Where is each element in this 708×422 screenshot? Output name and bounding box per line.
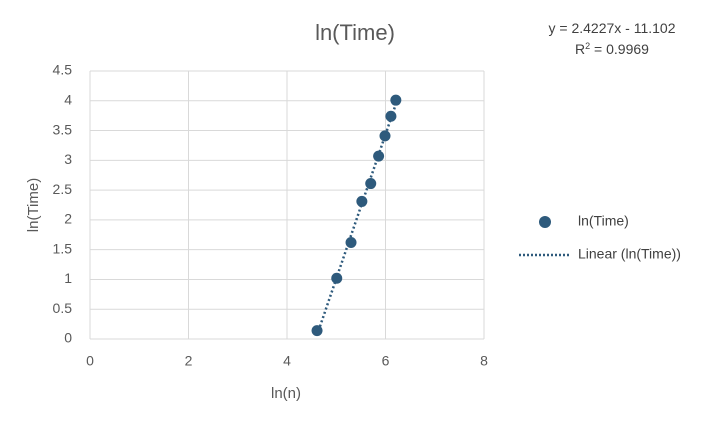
data-point	[379, 130, 391, 142]
data-point	[365, 178, 377, 190]
x-tick-label: 4	[283, 353, 291, 369]
data-point	[311, 325, 323, 337]
x-tick-label: 0	[86, 353, 94, 369]
trendline-layer	[315, 103, 398, 336]
data-point	[373, 150, 385, 162]
y-tick-label: 3.5	[53, 121, 73, 137]
y-tick-label: 2.5	[53, 181, 73, 197]
r-squared: R2 = 0.9969	[575, 41, 649, 57]
data-point	[345, 237, 357, 249]
data-point	[331, 272, 343, 284]
x-tick-label: 6	[382, 353, 390, 369]
legend-label-series: ln(Time)	[578, 213, 629, 229]
legend-marker-series	[539, 216, 551, 228]
x-tick-label: 2	[185, 353, 193, 369]
y-tick-label: 0	[64, 330, 72, 346]
trendline	[315, 103, 398, 336]
x-tick-label: 8	[480, 353, 488, 369]
chart-title: ln(Time)	[315, 20, 395, 45]
data-point	[356, 195, 368, 207]
y-tick-label: 4	[64, 91, 72, 107]
gridlines	[89, 70, 485, 340]
points-layer	[311, 94, 402, 337]
y-axis-title: ln(Time)	[25, 178, 42, 232]
y-tick-label: 1	[64, 270, 72, 286]
y-tick-label: 3	[64, 151, 72, 167]
y-tick-label: 4.5	[53, 62, 73, 78]
legend-label-trendline: Linear (ln(Time))	[578, 246, 681, 262]
y-tick-label: 0.5	[53, 300, 73, 316]
data-point	[390, 94, 402, 106]
y-tick-label: 2	[64, 211, 72, 227]
r-squared-exponent: 2	[585, 41, 590, 51]
x-axis-title: ln(n)	[271, 385, 301, 402]
y-tick-label: 1.5	[53, 240, 73, 256]
y-tick-labels: 0 0.5 1 1.5 2 2.5 3 3.5 4 4.5	[53, 62, 73, 346]
x-tick-labels: 0 2 4 6 8	[86, 353, 488, 369]
trendline-equation: y = 2.4227x - 11.102	[549, 20, 676, 36]
data-point	[385, 110, 397, 122]
legend: ln(Time) Linear (ln(Time))	[519, 213, 681, 262]
